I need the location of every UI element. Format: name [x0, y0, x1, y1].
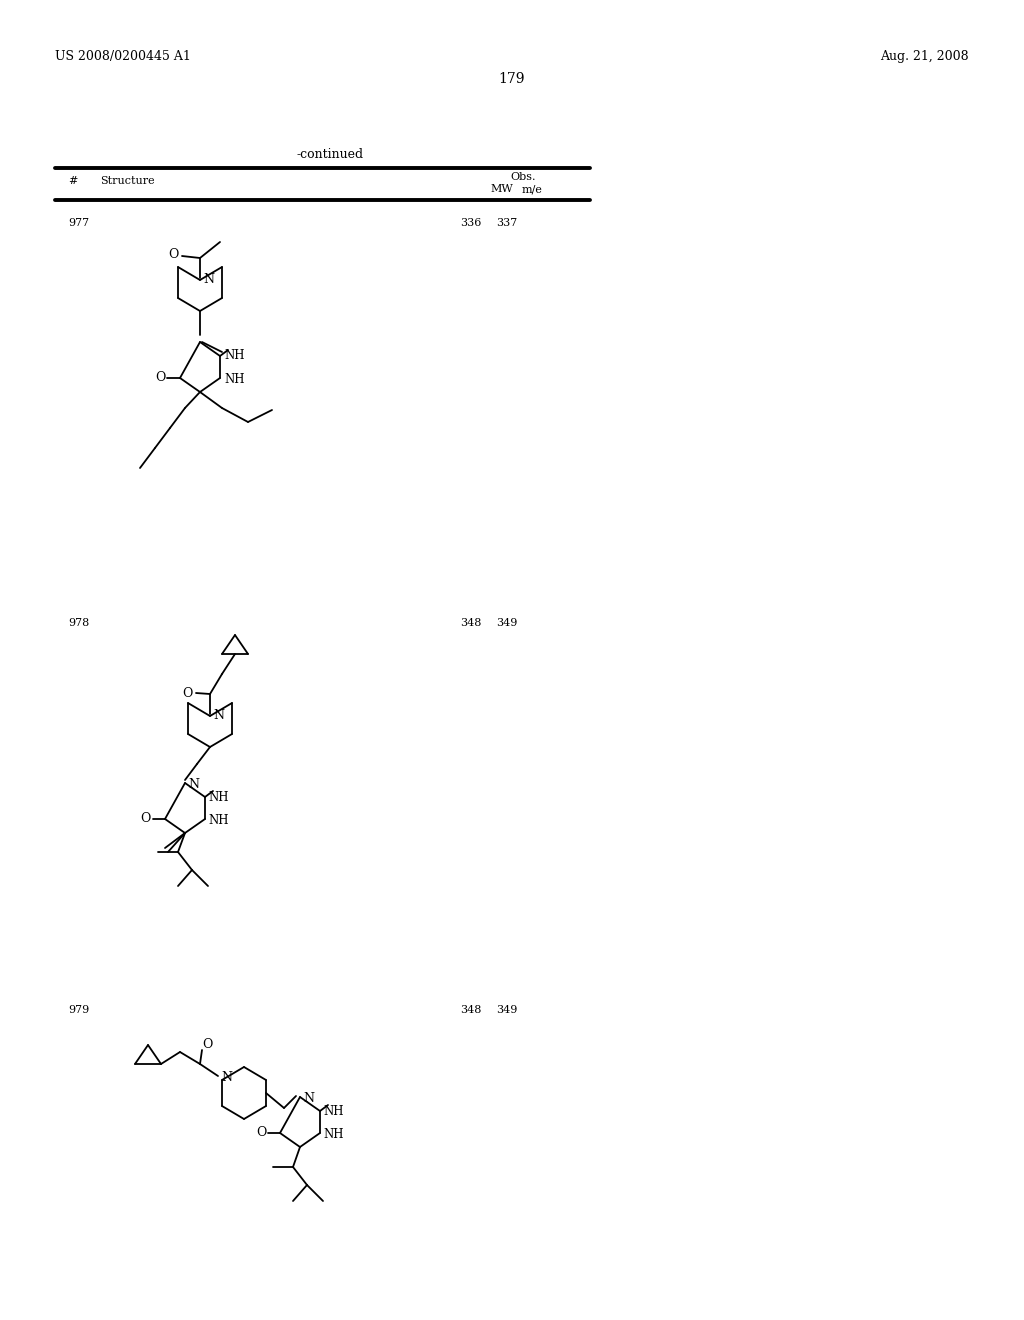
- Text: NH: NH: [323, 1129, 343, 1140]
- Text: O: O: [155, 371, 165, 384]
- Text: N: N: [303, 1092, 314, 1105]
- Text: O: O: [256, 1126, 266, 1139]
- Text: 977: 977: [68, 218, 89, 228]
- Text: N: N: [203, 273, 214, 286]
- Text: m/e: m/e: [522, 183, 543, 194]
- Text: MW: MW: [490, 183, 513, 194]
- Text: N: N: [221, 1071, 232, 1084]
- Text: NH: NH: [224, 348, 245, 362]
- Text: 349: 349: [496, 1005, 517, 1015]
- Text: 337: 337: [496, 218, 517, 228]
- Text: 179: 179: [499, 73, 525, 86]
- Text: 978: 978: [68, 618, 89, 628]
- Text: Aug. 21, 2008: Aug. 21, 2008: [881, 50, 969, 63]
- Text: O: O: [168, 248, 178, 261]
- Text: US 2008/0200445 A1: US 2008/0200445 A1: [55, 50, 190, 63]
- Text: O: O: [182, 686, 193, 700]
- Text: 348: 348: [460, 618, 481, 628]
- Text: 349: 349: [496, 618, 517, 628]
- Text: #: #: [68, 176, 78, 186]
- Text: Obs.: Obs.: [510, 172, 536, 182]
- Text: -continued: -continued: [296, 148, 364, 161]
- Text: NH: NH: [323, 1105, 343, 1118]
- Text: Structure: Structure: [100, 176, 155, 186]
- Text: 348: 348: [460, 1005, 481, 1015]
- Text: N: N: [188, 777, 199, 791]
- Text: NH: NH: [208, 814, 228, 828]
- Text: 979: 979: [68, 1005, 89, 1015]
- Text: NH: NH: [208, 791, 228, 804]
- Text: N: N: [213, 709, 224, 722]
- Text: O: O: [140, 812, 151, 825]
- Text: 336: 336: [460, 218, 481, 228]
- Text: O: O: [202, 1038, 212, 1051]
- Text: NH: NH: [224, 374, 245, 385]
